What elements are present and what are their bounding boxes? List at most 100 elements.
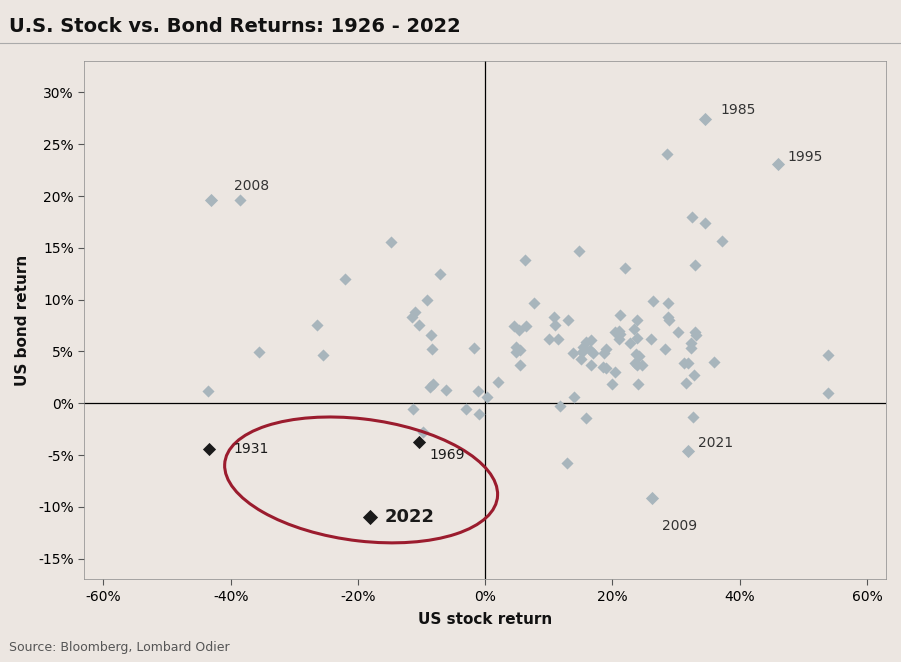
Point [412, 320, 426, 330]
Point [613, 326, 627, 336]
Point [548, 320, 562, 330]
Point [687, 260, 702, 271]
Point [310, 319, 324, 330]
Point [423, 330, 438, 341]
Point [684, 338, 698, 348]
Point [578, 337, 593, 348]
Point [439, 385, 453, 395]
Point [635, 360, 650, 371]
Point [405, 404, 420, 414]
Point [416, 427, 431, 438]
Point [821, 387, 835, 398]
Point [426, 379, 441, 389]
Point [513, 345, 527, 355]
Point [688, 330, 703, 340]
Point [204, 194, 218, 205]
Point [424, 344, 439, 354]
Point [405, 312, 419, 322]
Point [575, 347, 589, 357]
Point [613, 328, 627, 339]
Text: 2009: 2009 [662, 518, 697, 532]
Point [677, 357, 691, 368]
Point [573, 354, 587, 365]
Point [509, 347, 523, 357]
Point [660, 298, 675, 308]
Point [630, 314, 644, 325]
Point [678, 377, 693, 388]
Point [471, 408, 486, 419]
Point [714, 236, 729, 246]
Text: Source: Bloomberg, Lombard Odier: Source: Bloomberg, Lombard Odier [9, 641, 230, 654]
Point [680, 357, 695, 368]
Point [618, 263, 633, 273]
Point [518, 255, 532, 265]
Point [553, 401, 568, 411]
Point [467, 343, 481, 354]
Point [770, 159, 785, 169]
Point [598, 344, 613, 354]
Text: 2021: 2021 [698, 436, 733, 449]
Text: 2022: 2022 [385, 508, 434, 526]
Point [423, 382, 437, 393]
Point [547, 312, 561, 322]
Text: 1985: 1985 [721, 103, 756, 117]
Point [623, 338, 638, 348]
Point [680, 446, 695, 456]
Point [560, 315, 575, 326]
Point [202, 444, 216, 454]
Text: 1931: 1931 [234, 442, 269, 456]
Text: U.S. Stock vs. Bond Returns: 1926 - 2022: U.S. Stock vs. Bond Returns: 1926 - 2022 [9, 17, 460, 36]
Point [433, 269, 448, 279]
Point [542, 334, 556, 344]
Point [407, 307, 422, 317]
Y-axis label: US bond return: US bond return [15, 255, 30, 386]
Point [512, 324, 526, 335]
Point [630, 359, 644, 370]
Text: 1995: 1995 [787, 150, 823, 164]
Point [658, 344, 672, 354]
Point [607, 366, 622, 377]
Point [687, 369, 701, 380]
Point [566, 348, 580, 358]
Point [698, 218, 713, 228]
Point [586, 348, 600, 358]
Point [572, 245, 587, 256]
Point [576, 342, 590, 352]
Point [412, 436, 426, 447]
Point [584, 334, 598, 345]
Point [252, 346, 267, 357]
Point [645, 493, 660, 503]
Point [567, 392, 581, 402]
Point [612, 334, 626, 344]
Point [632, 350, 646, 361]
Point [698, 114, 713, 124]
Point [629, 349, 643, 359]
Point [660, 312, 675, 322]
Point [316, 350, 331, 360]
Point [491, 377, 505, 388]
Point [613, 310, 627, 320]
Point [662, 315, 677, 326]
Point [821, 350, 835, 360]
Point [688, 326, 703, 337]
Point [363, 512, 378, 522]
Point [507, 320, 522, 331]
X-axis label: US stock return: US stock return [418, 612, 552, 627]
Point [599, 362, 614, 373]
Point [605, 379, 619, 390]
Text: 1969: 1969 [429, 448, 465, 462]
Point [420, 295, 434, 305]
Point [670, 327, 685, 338]
Point [479, 391, 494, 402]
Point [578, 413, 593, 424]
Point [626, 324, 641, 334]
Point [551, 334, 565, 344]
Point [470, 385, 485, 396]
Point [645, 296, 660, 307]
Point [509, 342, 523, 353]
Point [706, 357, 721, 367]
Point [685, 211, 699, 222]
Text: 2008: 2008 [234, 179, 269, 193]
Point [583, 345, 597, 355]
Point [338, 273, 352, 284]
